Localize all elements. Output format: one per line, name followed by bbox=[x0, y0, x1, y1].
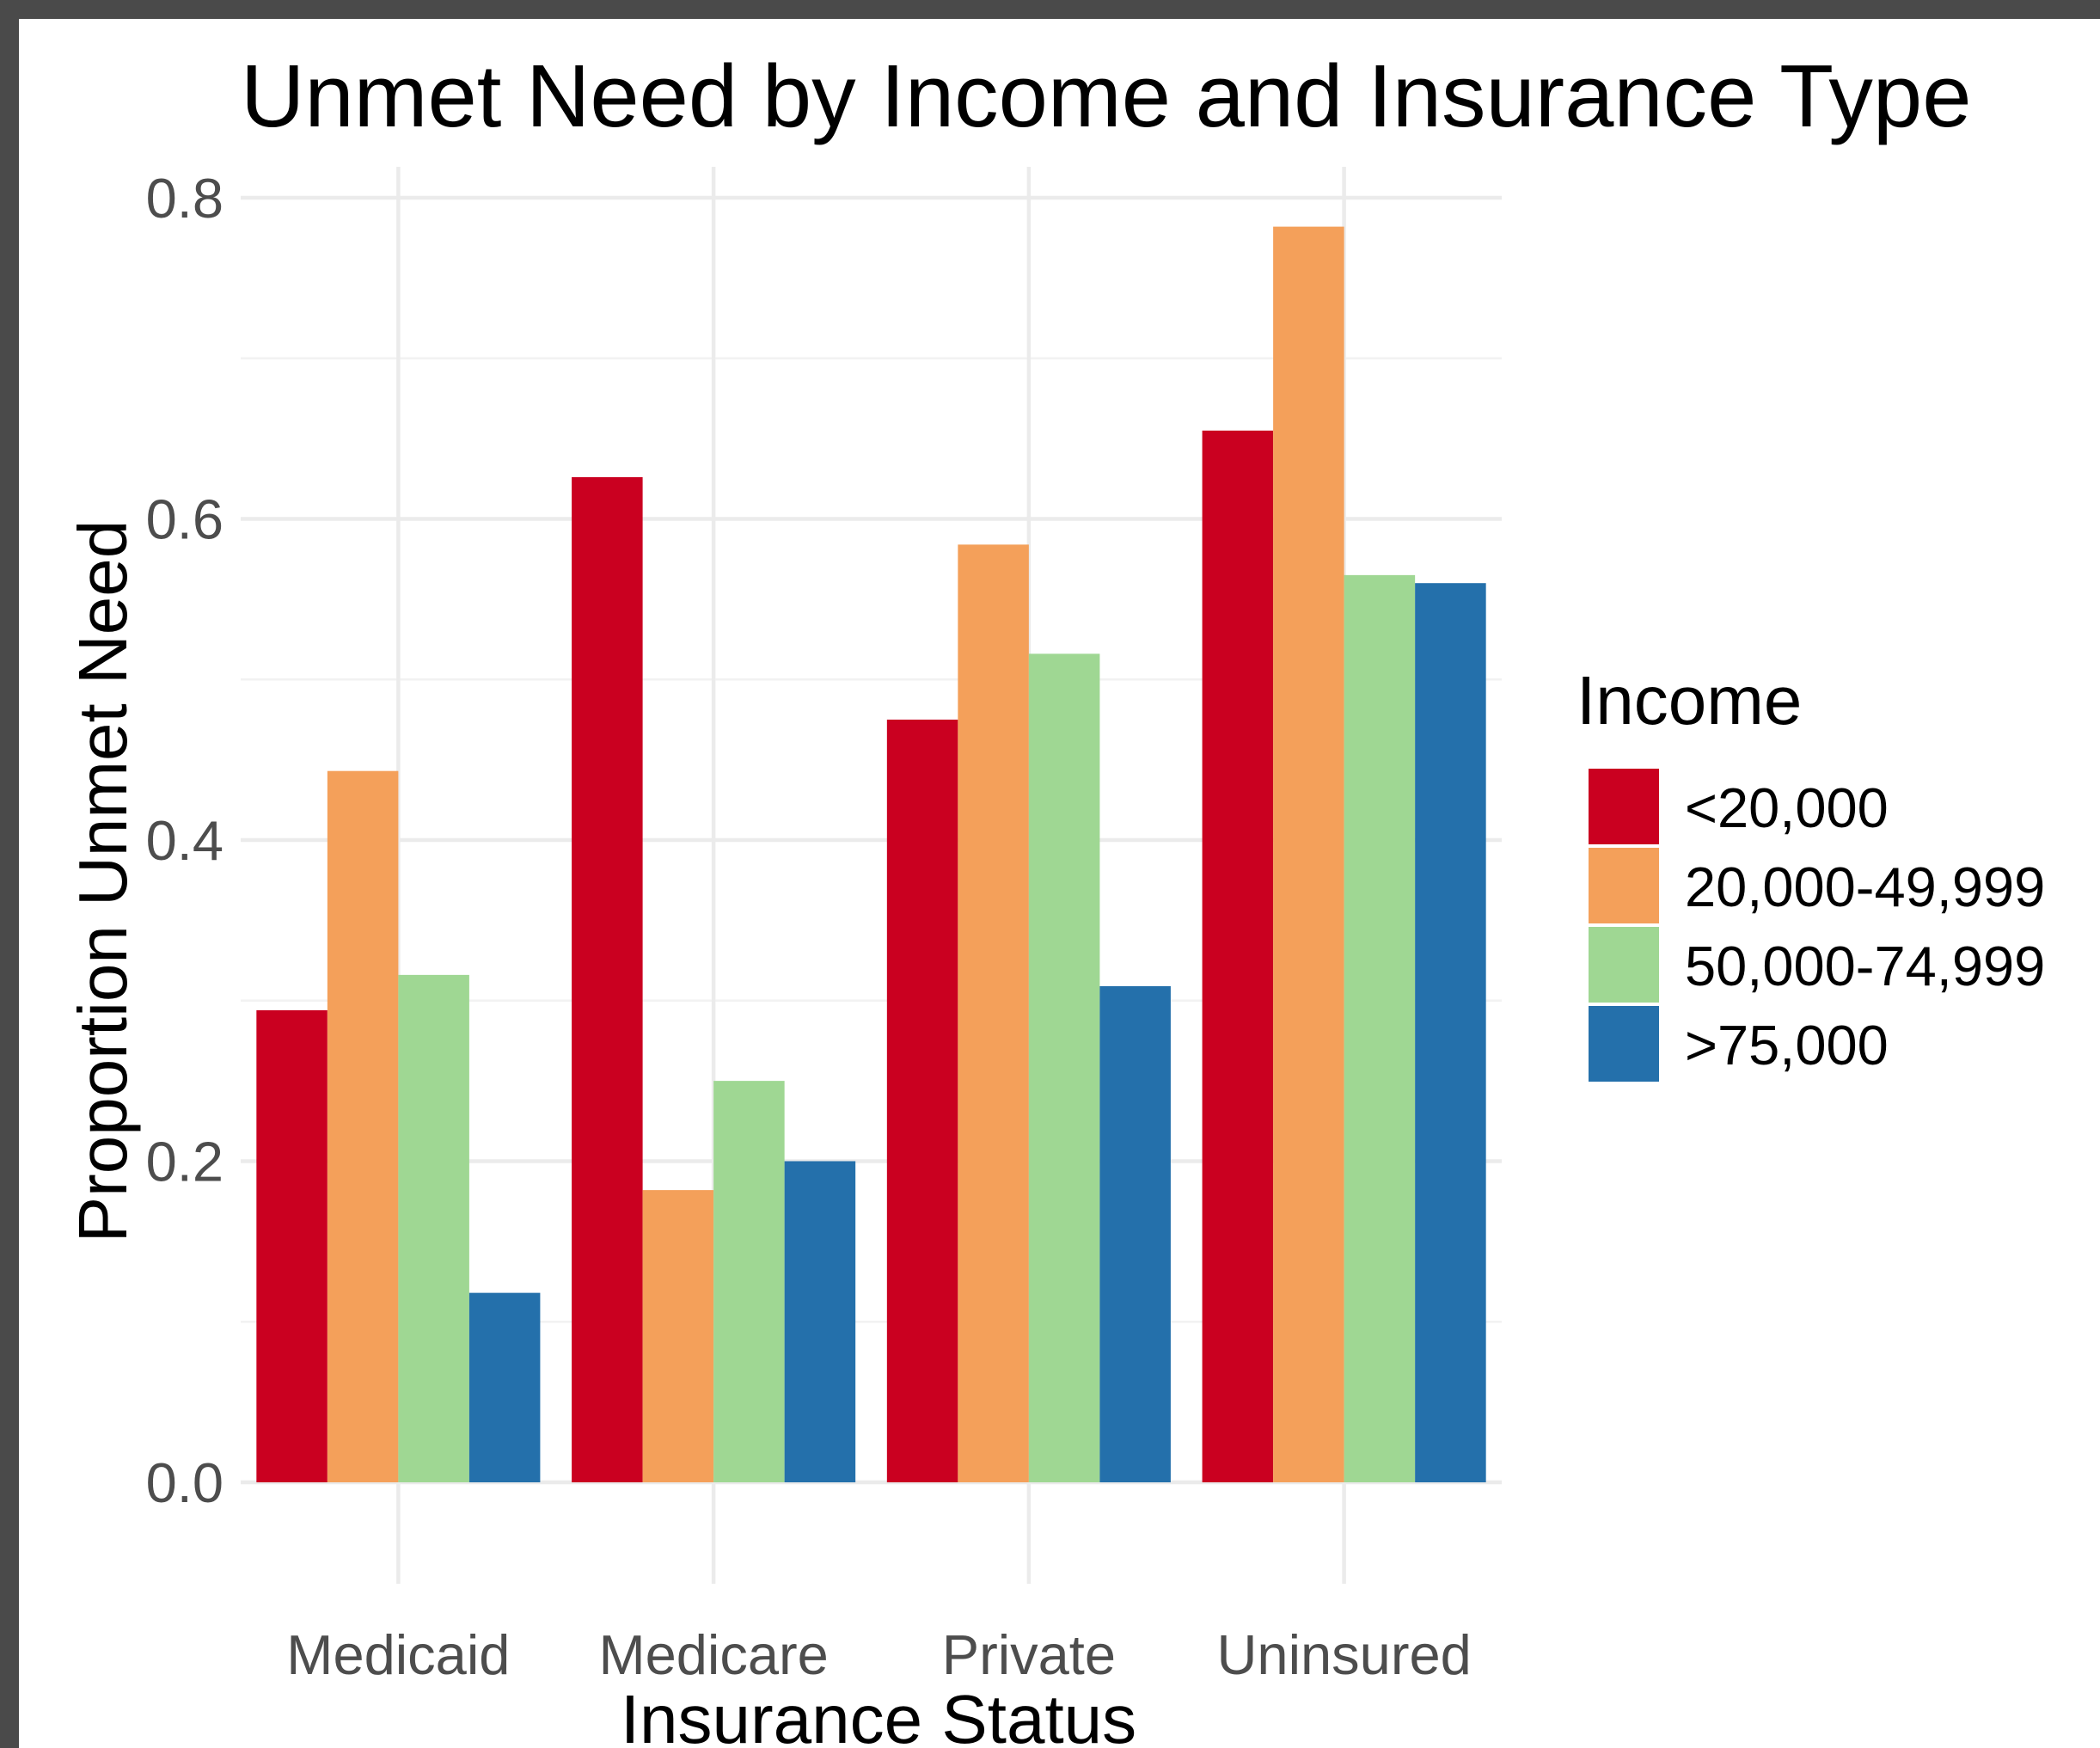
chart-frame: 0.0 0.2 0.4 0.6 0.8 Medicaid Medicare Private Un… bbox=[19, 19, 2100, 1748]
x-tick-label: Private bbox=[942, 1623, 1116, 1686]
legend: Income <20,000 20,000-49,999 50,000-74,999… bbox=[1577, 662, 2045, 1082]
x-tick-label: Medicare bbox=[598, 1623, 828, 1686]
axis-labels: 0.0 0.2 0.4 0.6 0.8 Medicaid Medicare Private Un… bbox=[146, 167, 1472, 1686]
bar bbox=[886, 719, 958, 1482]
y-tick-label: 0.0 bbox=[146, 1451, 223, 1514]
bar bbox=[1415, 583, 1486, 1483]
y-axis-title: Proportion Unmet Need bbox=[64, 520, 141, 1242]
bar bbox=[398, 974, 469, 1482]
legend-title: Income bbox=[1577, 662, 1802, 739]
bar bbox=[642, 1190, 714, 1482]
legend-label: 20,000-49,999 bbox=[1685, 856, 2045, 918]
y-tick-label: 0.8 bbox=[146, 167, 223, 230]
bar bbox=[1344, 574, 1416, 1482]
legend-swatch bbox=[1589, 848, 1659, 923]
bar bbox=[713, 1081, 785, 1482]
bar bbox=[784, 1161, 856, 1482]
bar bbox=[1028, 653, 1100, 1482]
legend-swatch bbox=[1589, 1006, 1659, 1082]
legend-label: <20,000 bbox=[1685, 776, 1889, 839]
bar bbox=[572, 476, 643, 1482]
legend-label: 50,000-74,999 bbox=[1685, 935, 2045, 997]
x-axis-title: Insurance Status bbox=[621, 1681, 1136, 1748]
legend-swatch bbox=[1589, 927, 1659, 1003]
bar bbox=[1202, 430, 1274, 1483]
bar bbox=[256, 1009, 328, 1482]
y-tick-label: 0.4 bbox=[146, 809, 223, 872]
legend-swatch bbox=[1589, 769, 1659, 844]
x-tick-label: Uninsured bbox=[1216, 1623, 1471, 1686]
x-tick-label: Medicaid bbox=[286, 1623, 510, 1686]
bar bbox=[958, 544, 1029, 1482]
bar bbox=[1099, 985, 1171, 1482]
y-tick-label: 0.2 bbox=[146, 1131, 223, 1193]
bars bbox=[256, 226, 1486, 1483]
bar bbox=[1273, 226, 1344, 1482]
y-tick-label: 0.6 bbox=[146, 488, 223, 551]
bar-chart: 0.0 0.2 0.4 0.6 0.8 Medicaid Medicare Private Un… bbox=[64, 46, 2045, 1748]
bar bbox=[327, 770, 399, 1482]
bar bbox=[468, 1292, 541, 1482]
chart-title: Unmet Need by Income and Insurance Type bbox=[241, 46, 1971, 145]
legend-label: >75,000 bbox=[1685, 1014, 1889, 1076]
